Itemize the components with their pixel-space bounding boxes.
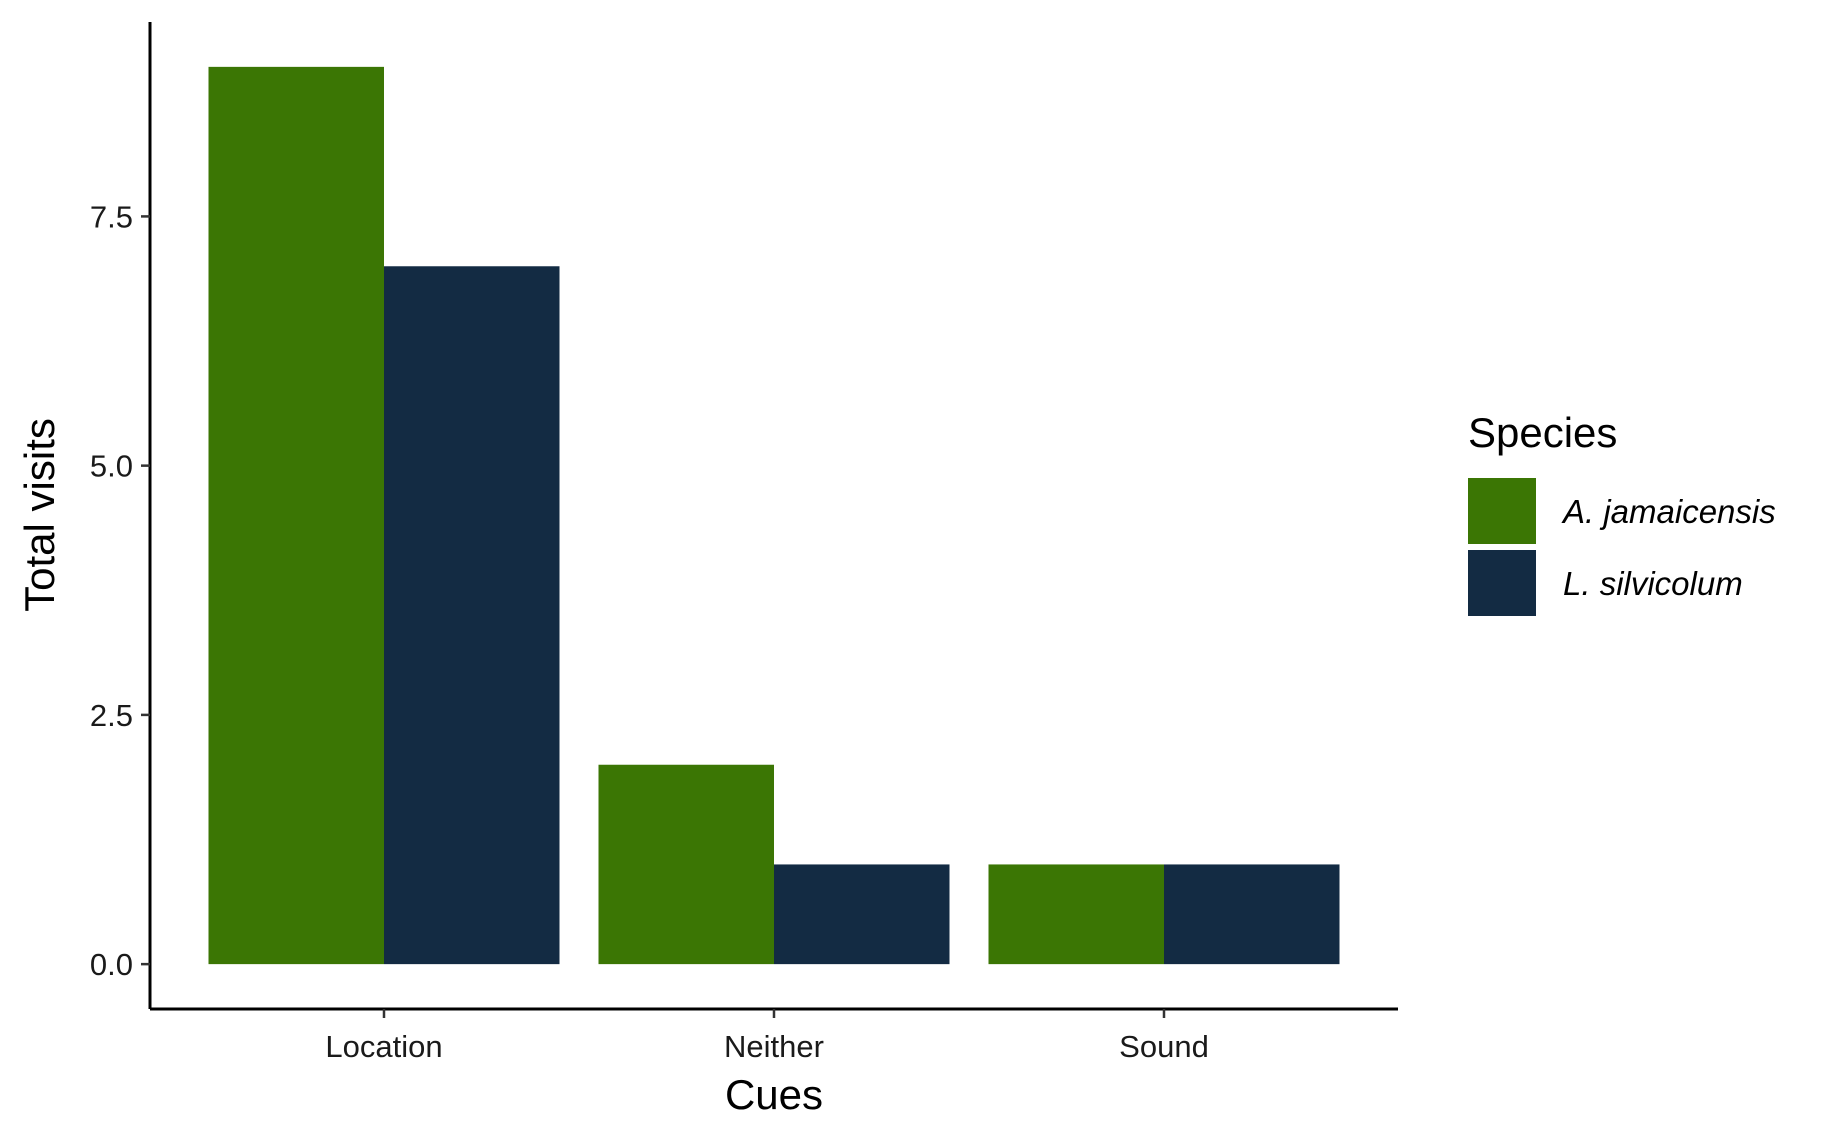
x-tick-label-sound: Sound	[1119, 1029, 1209, 1064]
legend-label-series-2: L. silvicolum	[1563, 565, 1743, 602]
x-tick-label-location: Location	[325, 1029, 442, 1064]
bar-sound-series-1	[988, 864, 1164, 965]
bar-location-series-1	[208, 66, 384, 965]
x-axis-title: Cues	[725, 1071, 823, 1118]
legend-title: Species	[1468, 409, 1617, 456]
bar-location-series-2	[384, 266, 560, 965]
legend-items: A. jamaicensis L. silvicolum	[1468, 478, 1776, 616]
bar-neither-series-2	[774, 864, 950, 965]
legend-label-series-1: A. jamaicensis	[1561, 493, 1776, 530]
y-tick-label: 5.0	[90, 449, 133, 484]
bar-neither-series-1	[598, 764, 774, 965]
x-tick-label-neither: Neither	[724, 1029, 824, 1064]
legend: Species A. jamaicensis L. silvicolum	[1468, 409, 1776, 616]
bar-sound-series-2	[1164, 864, 1340, 965]
y-axis-title: Total visits	[16, 418, 63, 612]
y-tick-label: 7.5	[90, 199, 133, 234]
y-ticks-layer: 0.0 2.5 5.0 7.5	[90, 199, 150, 982]
x-ticks-layer: Location Neither Sound	[325, 1009, 1209, 1064]
bars-layer	[208, 66, 1340, 965]
legend-key-series-2	[1468, 550, 1536, 616]
y-tick-label: 0.0	[90, 947, 133, 982]
y-tick-label: 2.5	[90, 698, 133, 733]
legend-key-series-1	[1468, 478, 1536, 544]
